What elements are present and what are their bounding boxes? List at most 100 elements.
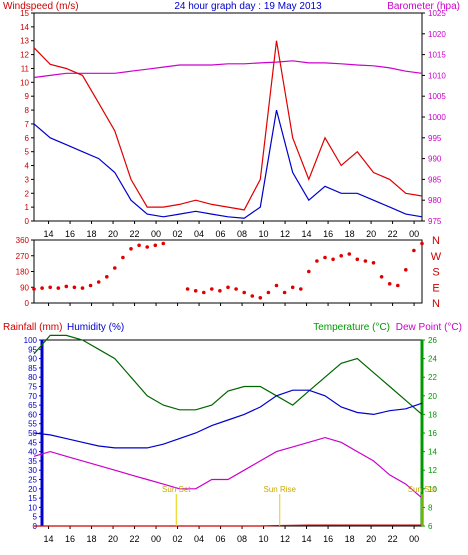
- wind-plot-frame: [33, 12, 423, 222]
- x-tick-label: 08: [237, 534, 247, 544]
- temperature-line: [33, 334, 423, 415]
- x-tick-label: 20: [366, 229, 376, 239]
- rainfall-line: [34, 524, 422, 527]
- humidity-y-tick-label: 10: [28, 503, 37, 512]
- humidity-y-tick-label: 45: [28, 438, 37, 447]
- direction-plot-frame: [33, 239, 423, 304]
- direction-point: [88, 283, 93, 288]
- direction-point: [331, 257, 335, 262]
- x-tick-label: 02: [173, 534, 183, 544]
- humidity-y-tick-label: 20: [28, 485, 37, 494]
- compass-label: E: [432, 282, 439, 294]
- humidity-y-tick-label: 35: [28, 457, 37, 466]
- compass-label: N: [432, 235, 440, 247]
- direction-y-tick-label: 0: [25, 299, 30, 308]
- x-tick-label: 18: [345, 229, 355, 239]
- wind-y-tick-label: 0: [25, 217, 30, 226]
- x-tick-label: 14: [44, 534, 54, 544]
- x-tick-label: 14: [302, 229, 312, 239]
- x-tick-label: 00: [151, 229, 161, 239]
- x-tick-label: 16: [65, 229, 75, 239]
- direction-y-tick-label: 360: [16, 236, 30, 245]
- rainfall-label: Rainfall (mm): [3, 322, 62, 333]
- x-tick-label: 00: [409, 229, 419, 239]
- direction-point: [396, 283, 400, 288]
- wind-y-tick-label: 9: [25, 92, 30, 101]
- direction-point: [202, 290, 206, 295]
- x-tick-label: 18: [345, 534, 355, 544]
- temperature-y-tick-label: 16: [428, 429, 437, 438]
- direction-point: [105, 275, 109, 279]
- direction-point: [218, 289, 222, 293]
- dewpoint-line: [33, 436, 423, 499]
- x-tick-label: 14: [44, 229, 54, 239]
- direction-point: [64, 284, 69, 289]
- wind-y-tick-label: 8: [25, 106, 30, 115]
- humidity-y-tick-label: 85: [28, 364, 37, 373]
- direction-point: [347, 252, 352, 256]
- compass-label: N: [432, 298, 440, 310]
- direction-point: [56, 286, 61, 290]
- humidity-y-tick-label: 90: [28, 355, 37, 364]
- baro-y-tick-label: 990: [428, 155, 442, 164]
- direction-point: [48, 285, 52, 290]
- direction-point: [274, 283, 279, 288]
- sun-event-label: Sun Set: [408, 485, 437, 494]
- humidity-y-tick-label: 80: [28, 373, 37, 382]
- temperature-y-tick-label: 12: [428, 466, 437, 475]
- humidity-y-tick-label: 100: [24, 336, 38, 345]
- x-tick-label: 22: [388, 534, 398, 544]
- x-tick-label: 08: [237, 229, 247, 239]
- direction-point: [371, 261, 376, 265]
- humidity-temperature-panel: 0510152025303540455055606570758085909510…: [24, 334, 437, 544]
- direction-y-tick-label: 90: [20, 283, 29, 292]
- temperature-y-tick-label: 18: [428, 410, 437, 419]
- direction-point: [379, 275, 384, 279]
- temperature-y-tick-label: 20: [428, 392, 437, 401]
- direction-point: [161, 241, 166, 246]
- wind-y-tick-label: 2: [25, 189, 30, 198]
- direction-point: [387, 282, 392, 286]
- baro-y-tick-label: 985: [428, 175, 442, 184]
- baro-y-tick-label: 975: [428, 217, 442, 226]
- direction-point: [242, 290, 246, 295]
- sun-event-label: Sun Rise: [263, 485, 296, 494]
- direction-point: [137, 243, 141, 248]
- x-tick-label: 10: [259, 534, 269, 544]
- x-tick-label: 06: [216, 229, 226, 239]
- direction-point: [339, 254, 344, 258]
- direction-point: [404, 268, 408, 272]
- direction-point: [145, 245, 149, 249]
- humidity-y-tick-label: 95: [28, 345, 37, 354]
- x-tick-label: 04: [194, 534, 204, 544]
- humidity-line: [33, 389, 423, 449]
- direction-point: [412, 248, 416, 253]
- humidity-y-tick-label: 50: [28, 429, 37, 438]
- x-tick-label: 18: [87, 534, 97, 544]
- direction-y-tick-label: 180: [16, 268, 30, 277]
- x-tick-label: 04: [194, 229, 204, 239]
- temperature-y-tick-label: 22: [428, 373, 437, 382]
- direction-point: [193, 289, 198, 293]
- barometer-label: Barometer (hpa): [387, 1, 460, 12]
- direction-point: [153, 243, 158, 248]
- baro-y-tick-label: 995: [428, 134, 442, 143]
- temperature-y-tick-label: 6: [428, 522, 433, 531]
- direction-point: [355, 257, 360, 262]
- x-tick-label: 12: [280, 534, 290, 544]
- x-tick-label: 22: [388, 229, 398, 239]
- x-tick-label: 02: [173, 229, 183, 239]
- humidity-y-tick-label: 55: [28, 420, 37, 429]
- temperature-y-tick-label: 24: [428, 355, 437, 364]
- temperature-y-tick-label: 8: [428, 503, 433, 512]
- direction-point: [266, 290, 271, 295]
- direction-point: [113, 266, 117, 270]
- direction-point: [282, 290, 287, 295]
- x-tick-label: 00: [151, 534, 161, 544]
- direction-point: [121, 255, 125, 260]
- x-tick-label: 22: [130, 229, 140, 239]
- direction-point: [299, 287, 303, 291]
- x-tick-label: 16: [65, 534, 75, 544]
- direction-point: [250, 294, 255, 298]
